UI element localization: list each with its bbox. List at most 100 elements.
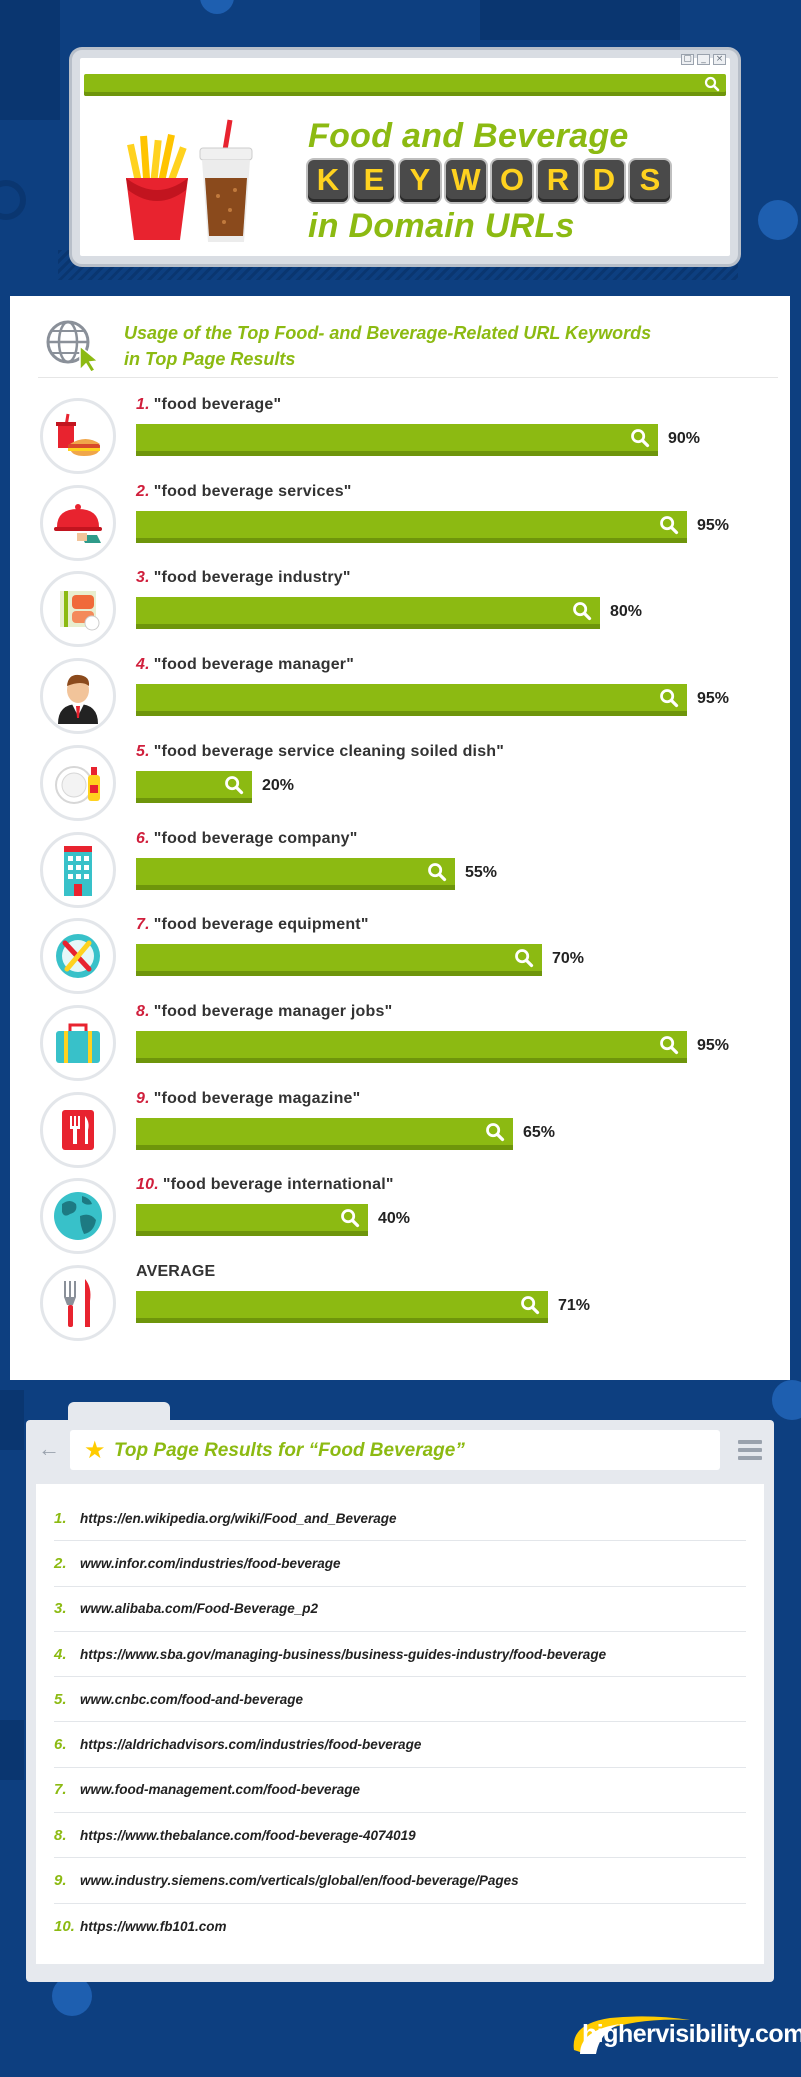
keyword-tile: W (446, 160, 486, 202)
bar-value-label: 65% (523, 1123, 556, 1141)
restore-icon[interactable]: ▢ (681, 54, 694, 65)
chart-title: Usage of the Top Food- and Beverage-Rela… (124, 320, 651, 372)
result-url-link[interactable]: www.industry.siemens.com/verticals/globa… (80, 1873, 519, 1889)
bar (136, 684, 687, 717)
bar-value-label: 95% (697, 1036, 730, 1054)
back-arrow-icon[interactable]: ← (38, 1436, 60, 1461)
bar-label: 2. "food beverage services" (136, 483, 352, 501)
office-building-icon (40, 831, 116, 908)
result-number: 5. (54, 1690, 67, 1708)
star-icon: ★ (84, 1437, 106, 1464)
result-url-link[interactable]: https://www.thebalance.com/food-beverage… (80, 1827, 416, 1843)
bar-rank: 6. (136, 829, 150, 847)
bar-label: 5. "food beverage service cleaning soiled… (136, 743, 504, 761)
bar (136, 1117, 513, 1150)
result-number: 4. (54, 1645, 67, 1663)
keyword-tile: D (584, 160, 624, 202)
result-url-link[interactable]: https://en.wikipedia.org/wiki/Food_and_B… (80, 1510, 397, 1526)
bar-label: 10. "food beverage international" (136, 1176, 394, 1194)
chart-title-line: Usage of the Top Food- and Beverage-Rela… (124, 323, 652, 343)
bar-track (136, 1117, 716, 1150)
hero-window: ▢ _ × Food and Beverage (72, 50, 738, 264)
search-icon (341, 1209, 360, 1228)
result-number: 7. (54, 1781, 67, 1799)
bar (136, 424, 658, 456)
keyword-tile: K (308, 160, 348, 202)
search-icon (521, 1296, 540, 1315)
result-url-link[interactable]: https://www.sba.gov/managing-business/bu… (80, 1646, 607, 1662)
logo-tld: .com (748, 2020, 801, 2048)
bar-keyword: "food beverage company" (153, 829, 358, 847)
bar-value-label: 95% (697, 516, 730, 534)
logo-name: highervisibility (582, 2020, 749, 2048)
bar-track (136, 770, 716, 803)
result-url-link[interactable]: www.cnbc.com/food-and-beverage (80, 1691, 304, 1707)
bar-keyword: "food beverage services" (153, 482, 352, 500)
bg-circle (52, 1976, 92, 2016)
result-item: 6. https://aldrichadvisors.com/industries… (54, 1722, 746, 1768)
bg-circle (758, 200, 798, 240)
utensils-icon (40, 1265, 116, 1341)
bar-rank: 8. (136, 1002, 150, 1020)
result-item: 5. www.cnbc.com/food-and-beverage (54, 1677, 746, 1723)
search-icon (660, 689, 679, 708)
bar-value-label: 55% (465, 863, 498, 881)
bar-label: 7. "food beverage equipment" (136, 916, 369, 934)
bar-track (136, 424, 716, 456)
bg-square (0, 1390, 24, 1450)
result-number: 10. (54, 1917, 75, 1935)
bar (136, 770, 252, 803)
bar-value-label: 70% (552, 950, 585, 968)
minimize-icon[interactable]: _ (697, 54, 710, 65)
result-url-link[interactable]: https://www.fb101.com (80, 1918, 227, 1934)
window-controls: ▢ _ × (681, 54, 726, 65)
bar-keyword: "food beverage international" (162, 1176, 394, 1194)
results-title: Top Page Results for “Food Beverage” (114, 1440, 465, 1461)
bar (136, 597, 600, 630)
fork-knife-icon (40, 1091, 116, 1168)
dish-soap-icon (40, 744, 116, 821)
result-url-link[interactable]: www.alibaba.com/Food-Beverage_p2 (80, 1601, 319, 1617)
bar-row: 3. "food beverage industry" 80% (38, 569, 778, 649)
result-url-link[interactable]: www.food-management.com/food-beverage (80, 1782, 361, 1798)
result-item: 7. www.food-management.com/food-beverage (54, 1768, 746, 1814)
bar-rank: 4. (136, 656, 150, 674)
bar-rank: 10. (136, 1176, 159, 1194)
result-item: 10. https://www.fb101.com (54, 1904, 746, 1949)
hamburger-menu-icon[interactable] (738, 1440, 762, 1464)
globe-cursor-icon (46, 320, 100, 372)
result-url-link[interactable]: https://aldrichadvisors.com/industries/f… (80, 1737, 422, 1753)
hero-title-line1: Food and Beverage (308, 117, 629, 155)
bar-row: 5. "food beverage service cleaning soiled… (38, 743, 778, 823)
bar-row: 6. "food beverage company" 55% (38, 830, 778, 910)
result-item: 9. www.industry.siemens.com/verticals/glo… (54, 1858, 746, 1904)
search-icon (704, 76, 720, 92)
keyword-tile: E (354, 160, 394, 202)
browser-tab[interactable] (68, 1402, 170, 1424)
fries-and-soda-icon (126, 119, 253, 242)
bar-rank: 5. (136, 742, 150, 760)
search-icon (631, 429, 650, 448)
globe-icon (40, 1178, 116, 1255)
close-icon[interactable]: × (713, 54, 726, 65)
results-address-bar[interactable]: ★ Top Page Results for “Food Beverage” (70, 1430, 720, 1470)
bar-track (136, 1204, 716, 1237)
hero-search-bar[interactable] (84, 74, 726, 96)
bar-row: 1. "food beverage" 90% (38, 396, 778, 476)
bar-label: 3. "food beverage industry" (136, 569, 351, 587)
search-icon (515, 949, 534, 968)
bar-track (136, 1030, 716, 1063)
fast-food-icon (40, 398, 116, 474)
results-list: 1. https://en.wikipedia.org/wiki/Food_and… (36, 1484, 764, 1964)
bar (136, 1030, 687, 1063)
bar-rank: 1. (136, 396, 150, 413)
serving-cloche-icon (40, 484, 116, 561)
search-icon (660, 515, 679, 534)
bar-track (136, 857, 716, 890)
bar-value-label: 80% (610, 603, 643, 621)
logo: highervisibility.com (540, 2010, 801, 2060)
bar-keyword: "food beverage" (153, 396, 282, 413)
bar-row: AVERAGE 71% (38, 1263, 778, 1343)
result-url-link[interactable]: www.infor.com/industries/food-beverage (80, 1555, 341, 1571)
bg-square (0, 0, 60, 120)
